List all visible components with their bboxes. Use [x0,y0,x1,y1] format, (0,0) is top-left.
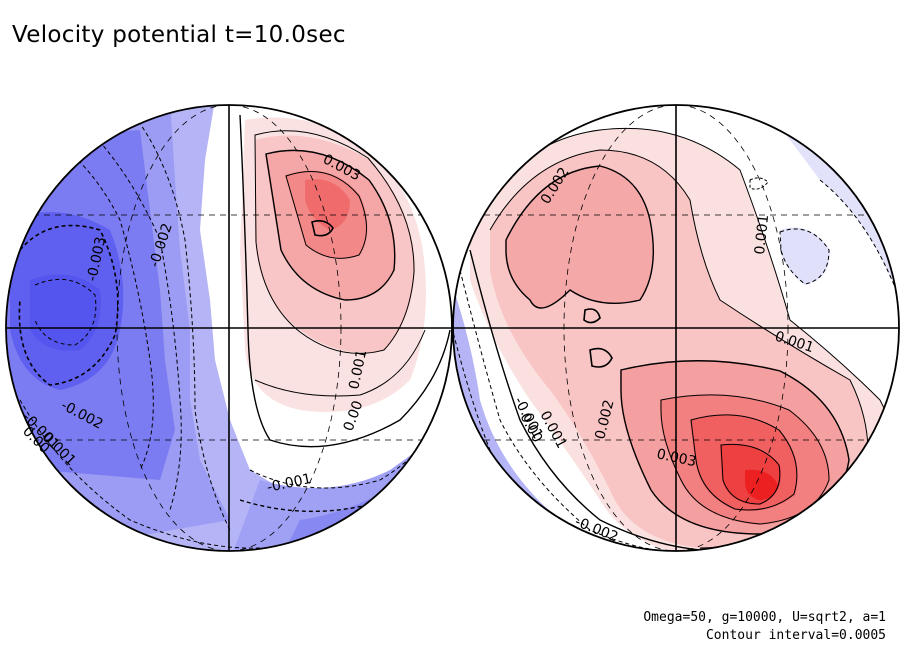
right-hemisphere [453,105,899,551]
left-hemisphere-outline [5,104,453,552]
left-contours [14,109,452,551]
right-hemisphere-outline [452,104,900,552]
left-hemisphere [6,105,452,551]
figure-title: Velocity potential t=10.0sec [12,22,346,48]
contour-interval-note: Contour interval=0.0005 [705,628,886,643]
left-grid-axes [6,105,452,551]
contour-label: 0.001 [752,214,772,256]
right-contours [453,127,899,551]
params-note: Omega=50, g=10000, U=sqrt2, a=1 [643,610,886,625]
right-grid-axes [453,105,899,551]
